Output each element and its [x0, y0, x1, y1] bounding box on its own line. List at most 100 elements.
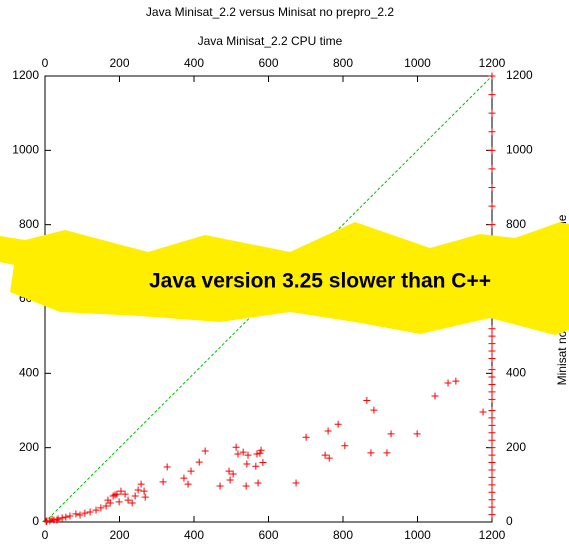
- point: [102, 502, 110, 510]
- point: [488, 332, 496, 340]
- point: [81, 509, 89, 517]
- point: [431, 392, 439, 400]
- point: [92, 506, 100, 514]
- point: [452, 377, 460, 385]
- point: [239, 448, 247, 456]
- point: [86, 508, 94, 516]
- point: [488, 128, 496, 136]
- point: [488, 91, 496, 99]
- point: [184, 480, 192, 488]
- x-tick-label: 0: [42, 528, 49, 542]
- point: [242, 482, 250, 490]
- y-tick-label: 200: [19, 440, 39, 454]
- y-tick-label-right: 1000: [506, 143, 533, 157]
- point: [195, 458, 203, 466]
- x-tick-label: 200: [109, 528, 129, 542]
- point: [72, 510, 80, 518]
- point: [137, 480, 145, 488]
- point: [113, 490, 121, 498]
- x-tick-label-top: 400: [184, 56, 204, 70]
- point: [383, 449, 391, 457]
- point: [232, 443, 240, 451]
- y-tick-label-right: 800: [506, 217, 526, 231]
- x-tick-label: 1200: [479, 528, 506, 542]
- point: [488, 511, 496, 519]
- point: [370, 406, 378, 414]
- point: [54, 515, 62, 523]
- point: [479, 408, 487, 416]
- x-tick-label: 1000: [404, 528, 431, 542]
- point: [488, 366, 496, 374]
- point: [109, 492, 117, 500]
- y-tick-label-right: 0: [506, 514, 513, 528]
- point: [225, 467, 233, 475]
- point: [117, 487, 125, 495]
- point: [111, 491, 119, 499]
- point: [159, 478, 167, 486]
- point: [488, 202, 496, 210]
- point: [488, 473, 496, 481]
- point: [42, 518, 50, 526]
- point: [488, 221, 496, 229]
- point: [488, 407, 496, 414]
- chart-title: Java Minisat_2.2 versus Minisat no prepr…: [146, 5, 394, 19]
- point: [488, 146, 496, 154]
- point: [488, 373, 496, 381]
- point: [253, 450, 261, 458]
- point: [140, 487, 148, 495]
- point: [244, 451, 252, 459]
- x-tick-label-top: 600: [258, 56, 278, 70]
- point: [256, 449, 264, 457]
- y-tick-label: 1000: [12, 143, 39, 157]
- y-tick-label-right: 400: [506, 366, 526, 380]
- point: [488, 436, 496, 444]
- point: [488, 109, 496, 117]
- x-tick-label: 600: [258, 528, 278, 542]
- point: [66, 512, 74, 520]
- point: [254, 479, 262, 487]
- point: [488, 488, 496, 496]
- point: [488, 444, 496, 452]
- point: [488, 354, 496, 362]
- x-tick-label-top: 1000: [404, 56, 431, 70]
- point: [124, 496, 132, 504]
- point: [216, 482, 224, 490]
- point: [97, 504, 105, 512]
- point: [488, 388, 496, 396]
- point: [134, 486, 142, 494]
- point: [104, 496, 112, 504]
- y-tick-label: 0: [32, 514, 39, 528]
- point: [488, 496, 496, 504]
- point: [259, 459, 267, 467]
- point: [488, 347, 496, 355]
- point: [387, 430, 395, 438]
- x-axis-label: Java Minisat_2.2 CPU time: [198, 34, 343, 48]
- point: [334, 420, 342, 428]
- point: [488, 325, 496, 333]
- point: [128, 499, 136, 507]
- point: [62, 513, 70, 521]
- x-tick-label: 800: [333, 528, 353, 542]
- point: [367, 449, 375, 457]
- point: [76, 511, 84, 519]
- point: [488, 429, 496, 437]
- point: [363, 396, 371, 404]
- annotation-text: Java version 3.25 slower than C++: [149, 270, 491, 293]
- x-tick-label-top: 200: [109, 56, 129, 70]
- point: [488, 184, 496, 191]
- point: [321, 451, 329, 459]
- point: [180, 474, 188, 482]
- x-tick-label-top: 1200: [479, 56, 506, 70]
- point: [488, 481, 496, 489]
- point: [488, 421, 496, 429]
- point: [488, 72, 496, 80]
- annotation-banner: [0, 222, 569, 335]
- point: [325, 454, 333, 462]
- point: [488, 165, 496, 173]
- point: [43, 517, 51, 525]
- x-tick-label-top: 800: [333, 56, 353, 70]
- point: [58, 514, 66, 522]
- y-tick-label-right: 1200: [506, 68, 533, 82]
- point: [488, 451, 496, 459]
